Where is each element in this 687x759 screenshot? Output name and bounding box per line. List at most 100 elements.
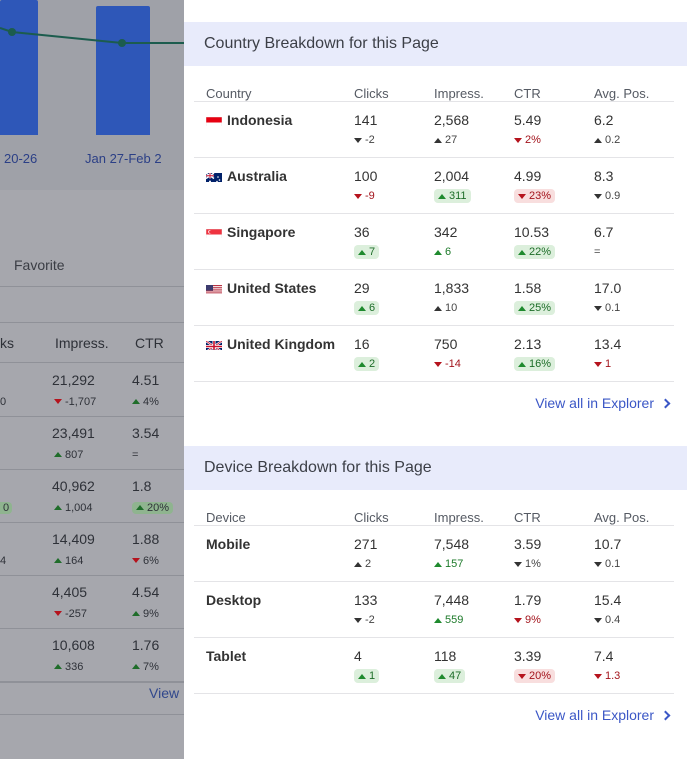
table-row[interactable]: United Kingdom 16 2 750 -14 2.13 16% 13.4 1 — [194, 326, 674, 382]
col-header-clicks[interactable]: Clicks — [354, 510, 389, 525]
arrow-up-icon — [518, 305, 526, 311]
country-name: Australia — [206, 168, 354, 184]
avg-pos-delta: 1 — [594, 357, 611, 371]
ctr-value: 3.59 — [514, 536, 542, 552]
delta-value: 1 — [369, 670, 376, 682]
impressions-delta: 10 — [434, 301, 457, 315]
impressions-delta: 157 — [434, 557, 463, 571]
impressions-value: 2,568 — [434, 112, 470, 128]
table-row[interactable]: United States 29 6 1,833 10 1.58 25% 17.0 0.1 — [194, 270, 674, 326]
delta-value: 20% — [529, 670, 552, 682]
delta-value: -14 — [445, 358, 461, 370]
col-header-country[interactable]: Country — [206, 86, 252, 101]
bg-impressions: 10,608 — [52, 637, 95, 653]
avg-pos-delta: 0.1 — [594, 301, 620, 315]
divider — [0, 522, 184, 523]
chevron-right-icon — [660, 398, 671, 408]
table-header-row: Device Clicks Impress. CTR Avg. Pos. — [194, 490, 674, 526]
ctr-value: 3.39 — [514, 648, 542, 664]
impressions-value: 342 — [434, 224, 458, 240]
delta-value: 2 — [369, 358, 376, 370]
arrow-down-icon — [518, 193, 526, 199]
divider — [0, 362, 184, 363]
row-label: Mobile — [206, 536, 251, 552]
delta-value: 23% — [529, 190, 552, 202]
country-view-all-link[interactable]: View all in Explorer — [184, 382, 687, 424]
bg-chart-bar — [0, 0, 38, 135]
col-header-avg-pos[interactable]: Avg. Pos. — [594, 510, 650, 525]
view-all-label: View all in Explorer — [535, 707, 654, 723]
row-label: Australia — [227, 168, 287, 184]
ctr-delta: 20% — [514, 669, 556, 683]
delta-value: 807 — [65, 449, 84, 461]
impressions-value: 7,548 — [434, 536, 470, 552]
ctr-value: 2.13 — [514, 336, 542, 352]
delta-value: 47 — [449, 670, 462, 682]
delta-value: 336 — [65, 661, 84, 673]
clicks-delta: 1 — [354, 669, 380, 683]
impressions-delta: 311 — [434, 189, 471, 203]
col-header-impressions[interactable]: Impress. — [434, 86, 484, 101]
delta-value: 9% — [525, 614, 541, 626]
bg-table-header: ks — [0, 335, 14, 351]
col-header-device[interactable]: Device — [206, 510, 246, 525]
divider — [0, 286, 184, 287]
col-header-clicks[interactable]: Clicks — [354, 86, 389, 101]
arrow-down-icon — [514, 617, 522, 623]
delta-value: 0.4 — [605, 614, 621, 626]
arrow-up-icon — [434, 137, 442, 143]
divider — [0, 714, 184, 715]
arrow-up-icon — [132, 664, 140, 669]
delta-value: 16% — [529, 358, 552, 370]
table-row[interactable]: Australia 100 -9 2,004 311 4.99 23% 8.3 0.9 — [194, 158, 674, 214]
arrow-up-icon — [358, 673, 366, 679]
delta-value: 7 — [369, 246, 376, 258]
col-header-avg-pos[interactable]: Avg. Pos. — [594, 86, 650, 101]
bg-chart-xlabel: Jan 27-Feb 2 — [85, 151, 162, 166]
arrow-up-icon — [434, 617, 442, 623]
delta-value: 6 — [445, 246, 452, 258]
col-header-impressions[interactable]: Impress. — [434, 510, 484, 525]
avg-pos-delta: 0.1 — [594, 557, 620, 571]
flag-us-icon — [206, 283, 222, 294]
bg-ctr: 4.54 — [132, 584, 160, 600]
delta-value: 157 — [445, 558, 464, 570]
delta-value: 6% — [143, 555, 159, 567]
arrow-down-icon — [354, 193, 362, 199]
bg-favorite-tab[interactable]: Favorite — [14, 257, 65, 273]
view-all-label: View all in Explorer — [535, 395, 654, 411]
device-view-all-link[interactable]: View all in Explorer — [184, 694, 687, 736]
bg-view-link[interactable]: View — [149, 685, 180, 701]
device-section-title: Device Breakdown for this Page — [184, 446, 687, 490]
arrow-up-icon — [594, 137, 602, 143]
bg-impressions: 23,491 — [52, 425, 95, 441]
arrow-down-icon — [132, 558, 140, 563]
arrow-up-icon — [518, 361, 526, 367]
arrow-down-icon — [434, 361, 442, 367]
col-header-ctr[interactable]: CTR — [514, 86, 541, 101]
device-name: Tablet — [206, 648, 354, 664]
ctr-value: 1.58 — [514, 280, 542, 296]
impressions-delta: 47 — [434, 669, 466, 683]
table-row[interactable]: Tablet 4 1 118 47 3.39 20% 7.4 1.3 — [194, 638, 674, 694]
bg-ctr: 1.8 — [132, 478, 152, 494]
arrow-down-icon — [594, 673, 602, 679]
table-row[interactable]: Mobile 271 2 7,548 157 3.59 1% 10.7 0.1 — [194, 526, 674, 582]
arrow-up-icon — [518, 249, 526, 255]
col-header-ctr[interactable]: CTR — [514, 510, 541, 525]
bg-ctr: 1.76 — [132, 637, 160, 653]
table-row[interactable]: Indonesia 141 -2 2,568 27 5.49 2% 6.2 0.2 — [194, 102, 674, 158]
table-row[interactable]: Desktop 133 -2 7,448 559 1.79 9% 15.4 0.4 — [194, 582, 674, 638]
delta-value: 6 — [369, 302, 376, 314]
arrow-down-icon — [514, 137, 522, 143]
arrow-up-icon — [136, 505, 144, 510]
delta-value: 0.2 — [605, 134, 621, 146]
delta-value: -9 — [365, 190, 375, 202]
ctr-value: 5.49 — [514, 112, 542, 128]
table-row[interactable]: Singapore 36 7 342 6 10.53 22% 6.7 = — [194, 214, 674, 270]
arrow-up-icon — [434, 561, 442, 567]
delta-value: 20% — [147, 502, 170, 514]
arrow-down-icon — [54, 611, 62, 616]
clicks-value: 133 — [354, 592, 378, 608]
clicks-value: 271 — [354, 536, 378, 552]
